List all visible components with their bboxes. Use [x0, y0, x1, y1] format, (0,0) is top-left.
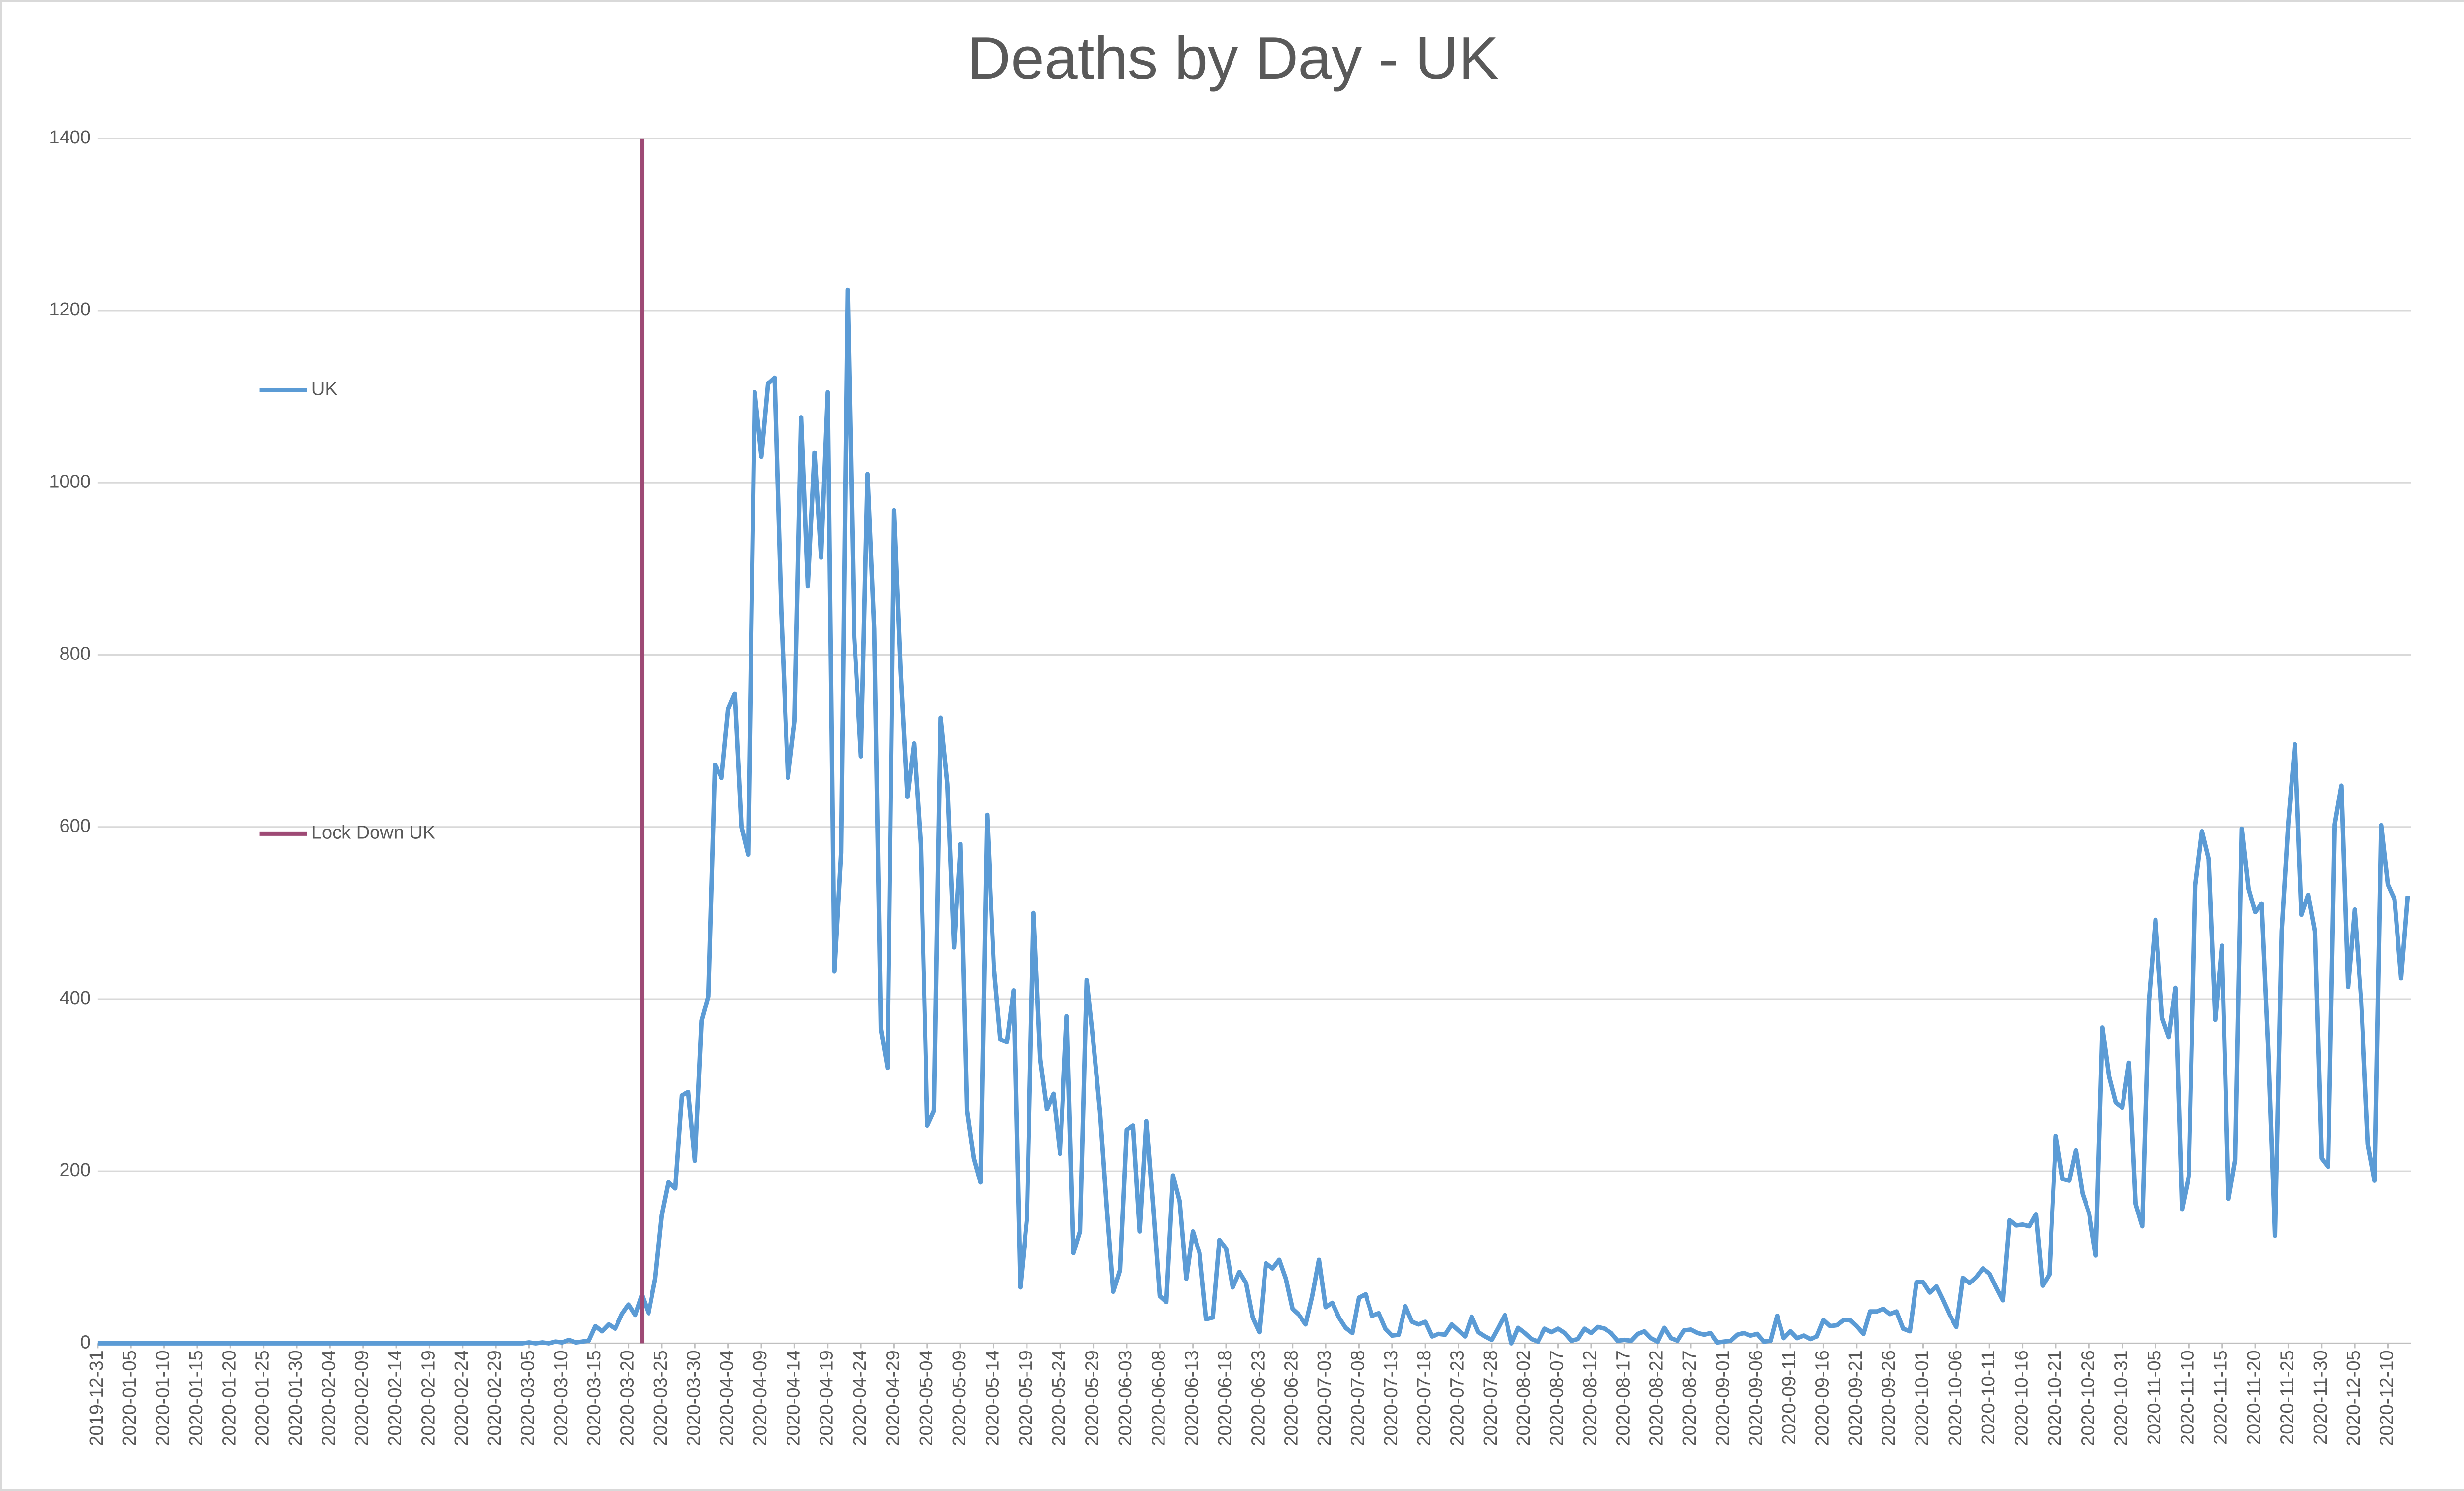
x-tick-label: 2020-10-01	[1912, 1350, 1933, 1446]
x-tick-label: 2020-08-17	[1613, 1350, 1634, 1446]
x-tick-label: 2020-05-24	[1049, 1350, 1069, 1446]
x-tick-label: 2020-03-10	[551, 1350, 572, 1446]
x-tick-label: 2020-06-18	[1215, 1350, 1235, 1446]
x-tick-label: 2020-05-19	[1016, 1350, 1036, 1446]
x-tick-label: 2020-02-29	[484, 1350, 505, 1446]
x-tick-label: 2020-03-20	[617, 1350, 638, 1446]
x-tick-label: 2020-05-04	[916, 1350, 937, 1446]
y-tick-label: 0	[80, 1332, 91, 1352]
x-tick-label: 2020-10-16	[2012, 1350, 2032, 1446]
plot	[97, 138, 2410, 1346]
x-tick-label: 2020-04-04	[717, 1350, 738, 1446]
x-tick-label: 2020-07-23	[1447, 1350, 1468, 1446]
x-tick-label: 2020-07-18	[1414, 1350, 1435, 1446]
x-tick-label: 2020-08-27	[1679, 1350, 1700, 1446]
x-tick-label: 2020-03-30	[684, 1350, 704, 1446]
x-tick-label: 2020-01-25	[252, 1350, 273, 1446]
x-tick-label: 2020-04-29	[883, 1350, 903, 1446]
x-tick-label: 2020-06-08	[1148, 1350, 1169, 1446]
x-tick-label: 2020-10-11	[1978, 1350, 1999, 1445]
x-tick-label: 2020-07-13	[1381, 1350, 1402, 1446]
legend-label: UK	[311, 379, 338, 399]
grid	[97, 138, 2411, 1349]
x-tick-label: 2020-10-21	[2045, 1350, 2065, 1446]
x-tick-label: 2020-09-16	[1812, 1350, 1833, 1446]
x-tick-label: 2020-08-22	[1646, 1350, 1667, 1446]
x-tick-label: 2020-04-09	[750, 1350, 771, 1446]
x-tick-label: 2020-01-20	[219, 1350, 240, 1446]
y-tick-label: 1400	[49, 127, 91, 148]
legend-label: Lock Down UK	[311, 822, 435, 843]
x-tick-label: 2020-11-15	[2211, 1350, 2231, 1445]
chart-title: Deaths by Day - UK	[967, 25, 1499, 92]
x-tick-label: 2020-09-26	[1879, 1350, 1899, 1446]
bar	[640, 138, 645, 1344]
x-tick-label: 2020-07-28	[1480, 1350, 1501, 1446]
x-tick-label: 2019-12-31	[86, 1350, 107, 1446]
x-tick-label: 2020-12-05	[2343, 1350, 2364, 1446]
x-tick-label: 2020-06-23	[1248, 1350, 1268, 1446]
y-tick-label: 400	[59, 988, 90, 1008]
x-tick-label: 2020-09-06	[1746, 1350, 1767, 1446]
legend: UK Lock Down UK	[259, 379, 435, 843]
x-tick-label: 2020-09-01	[1712, 1350, 1733, 1446]
x-tick-label: 2020-03-05	[518, 1350, 539, 1446]
x-tick-label: 2020-11-05	[2144, 1350, 2165, 1445]
x-tick-label: 2020-02-24	[451, 1350, 472, 1446]
x-tick-label: 2020-08-12	[1580, 1350, 1601, 1446]
x-tick-label: 2020-04-19	[817, 1350, 837, 1446]
x-tick-label: 2020-11-30	[2310, 1350, 2331, 1445]
x-tick-label: 2020-12-10	[2377, 1350, 2397, 1446]
x-tick-label: 2020-07-03	[1314, 1350, 1335, 1446]
x-tick-label: 2020-09-11	[1779, 1350, 1800, 1445]
x-tick-label: 2020-10-31	[2111, 1350, 2132, 1446]
y-tick-label: 800	[59, 644, 90, 664]
x-tick-label: 2020-02-19	[418, 1350, 439, 1446]
x-tick-label: 2020-11-10	[2177, 1350, 2198, 1445]
x-tick-label: 2020-04-24	[850, 1350, 870, 1446]
x-tick-label: 2020-05-14	[983, 1350, 1003, 1446]
x-tick-label: 2020-03-25	[650, 1350, 671, 1446]
x-tick-label: 2020-08-02	[1513, 1350, 1534, 1446]
x-tick-label: 2020-11-25	[2277, 1350, 2297, 1445]
x-tick-label: 2020-01-15	[186, 1350, 206, 1446]
x-tick-label: 2020-02-09	[352, 1350, 373, 1446]
x-tick-label: 2020-01-10	[153, 1350, 173, 1446]
x-tick-label: 2020-01-05	[119, 1350, 140, 1446]
x-tick-label: 2020-10-06	[1945, 1350, 1966, 1446]
y-tick-label: 1000	[49, 471, 91, 492]
x-tick-label: 2020-04-14	[783, 1350, 804, 1446]
x-tick-label: 2020-03-15	[584, 1350, 605, 1446]
x-tick-label: 2020-05-09	[949, 1350, 970, 1446]
x-tick-label: 2020-11-20	[2244, 1350, 2264, 1445]
y-tick-label: 600	[59, 816, 90, 836]
line-series	[97, 287, 2410, 1346]
x-tick-label: 2020-06-03	[1115, 1350, 1136, 1446]
x-tick-label: 2020-02-04	[318, 1350, 339, 1446]
x-tick-label: 2020-06-28	[1281, 1350, 1302, 1446]
x-tick-label: 2020-08-07	[1547, 1350, 1568, 1446]
axis-labels: 0 200 400 600 800 1000 1200 1400 2019-12-31 2020-…	[49, 127, 2397, 1446]
x-tick-label: 2020-07-08	[1347, 1350, 1368, 1446]
x-tick-label: 2020-10-26	[2078, 1350, 2098, 1446]
y-tick-label: 200	[59, 1160, 90, 1180]
x-tick-label: 2020-02-14	[385, 1350, 406, 1446]
x-tick-label: 2020-09-21	[1846, 1350, 1866, 1446]
x-tick-label: 2020-05-29	[1082, 1350, 1103, 1446]
y-tick-label: 1200	[49, 299, 91, 320]
x-tick-label: 2020-06-13	[1182, 1350, 1202, 1446]
x-tick-label: 2020-01-30	[285, 1350, 306, 1446]
